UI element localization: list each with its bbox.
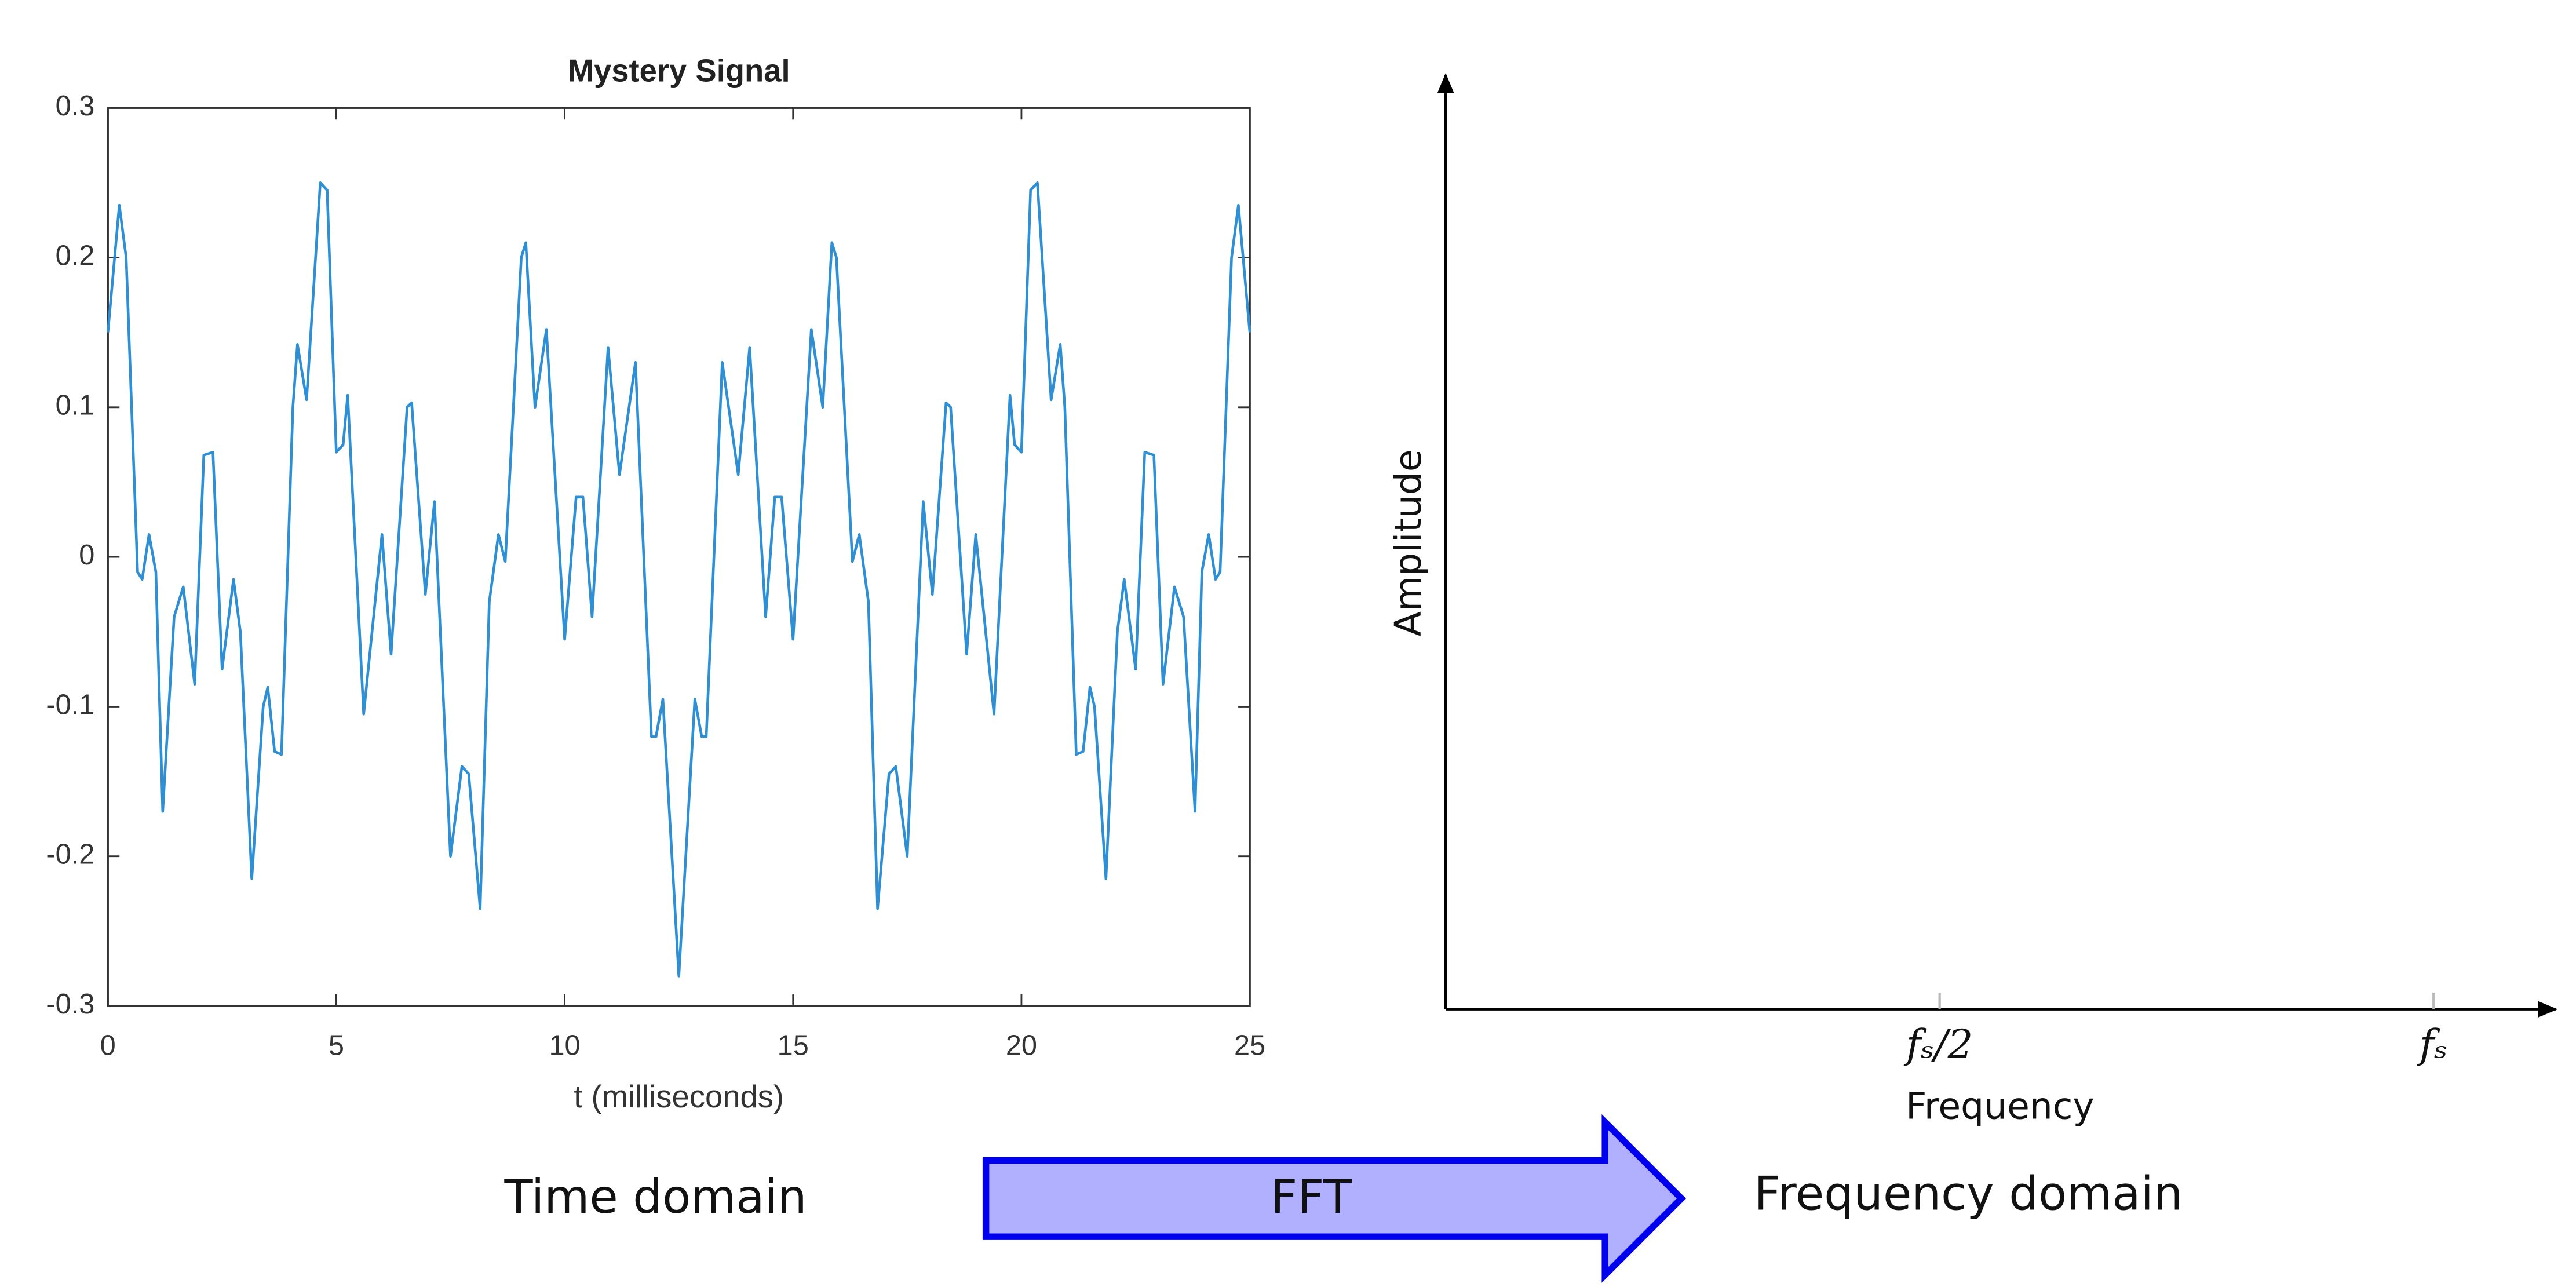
arrow-label: FFT — [1271, 1170, 1352, 1224]
y-tick-label: 0 — [79, 539, 94, 571]
chart-title: Mystery Signal — [568, 53, 790, 88]
signal-line — [106, 181, 1251, 978]
y-tick-label: -0.3 — [46, 989, 94, 1020]
y-axis-label: Amplitude — [1387, 449, 1429, 636]
y-tick-label: 0.2 — [56, 240, 95, 271]
plot-frame — [107, 107, 1251, 1007]
x-tick-label: 20 — [1006, 1030, 1037, 1061]
x-tick-label: 10 — [549, 1030, 580, 1061]
x-axis-label: Frequency — [1906, 1085, 2095, 1128]
y-tick-label: 0.3 — [56, 90, 95, 122]
y-tick-label: 0.1 — [56, 390, 95, 421]
x-tick-label: 25 — [1234, 1030, 1265, 1061]
x-tick-label: fₛ — [2417, 1022, 2448, 1068]
caption: Time domain — [503, 1170, 807, 1224]
x-tick-label: 0 — [100, 1030, 116, 1061]
y-tick-label: -0.2 — [46, 839, 94, 870]
x-tick-label: 5 — [329, 1030, 344, 1061]
x-tick-label: fₛ/2 — [1903, 1022, 1973, 1068]
fft-arrow — [982, 1114, 1687, 1283]
x-axis-label: t (milliseconds) — [574, 1079, 784, 1114]
y-tick-label: -0.1 — [46, 689, 94, 720]
x-tick-label: 15 — [778, 1030, 809, 1061]
caption: Frequency domain — [1754, 1166, 2183, 1220]
